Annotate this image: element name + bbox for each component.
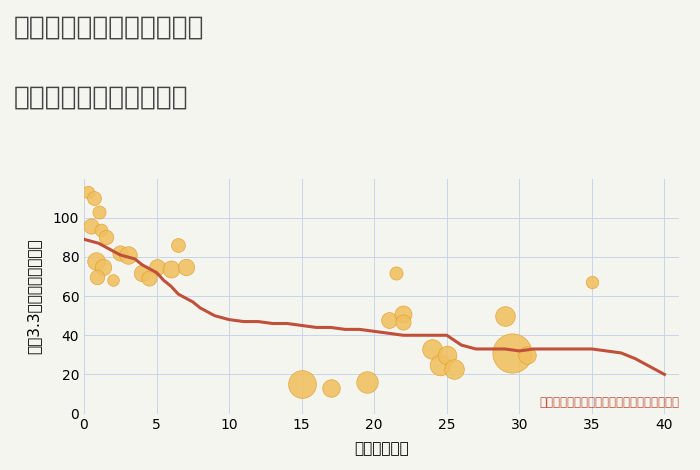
Point — [383, 316, 394, 323]
Point — [296, 381, 307, 388]
Point — [398, 310, 409, 318]
Point — [499, 312, 510, 320]
Point — [434, 361, 445, 368]
Point — [441, 351, 452, 359]
Point — [93, 208, 104, 216]
Point — [180, 263, 191, 271]
Point — [100, 234, 111, 241]
Point — [391, 269, 402, 276]
Point — [173, 242, 184, 249]
Point — [507, 349, 518, 357]
Y-axis label: 坪（3.3㎡）単価（万円）: 坪（3.3㎡）単価（万円） — [27, 238, 42, 354]
Point — [361, 378, 372, 386]
X-axis label: 築年数（年）: 築年数（年） — [354, 441, 409, 456]
Point — [587, 279, 598, 286]
Point — [144, 274, 155, 282]
Point — [398, 318, 409, 325]
Point — [136, 269, 148, 276]
Point — [107, 277, 118, 284]
Point — [85, 222, 97, 229]
Point — [90, 257, 101, 265]
Point — [97, 263, 108, 271]
Point — [165, 265, 176, 273]
Point — [92, 273, 103, 280]
Point — [83, 188, 94, 196]
Point — [449, 365, 460, 372]
Point — [89, 195, 100, 202]
Point — [122, 251, 133, 258]
Point — [151, 263, 162, 271]
Point — [521, 351, 532, 359]
Point — [325, 384, 336, 392]
Point — [96, 226, 107, 233]
Text: 築年数別中古戸建て価格: 築年数別中古戸建て価格 — [14, 85, 188, 110]
Text: 円の大きさは、取引のあった物件面積を示す: 円の大きさは、取引のあった物件面積を示す — [539, 396, 679, 409]
Text: 三重県桑名市長島町大島の: 三重県桑名市長島町大島の — [14, 14, 204, 40]
Point — [115, 249, 126, 257]
Point — [427, 345, 438, 352]
